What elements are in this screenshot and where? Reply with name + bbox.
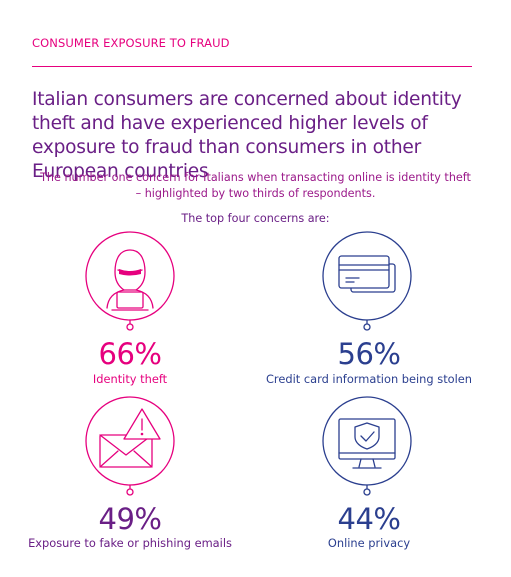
concern-label: Identity theft <box>92 372 168 386</box>
concern-percent: 56% <box>337 337 401 371</box>
intro-text: The top four concerns are: <box>181 212 330 225</box>
concern-percent: 66% <box>98 337 162 371</box>
concern-percent: 44% <box>337 502 401 536</box>
credit-card-icon <box>322 231 412 331</box>
subhead: The number one concern for Italians when… <box>40 171 471 200</box>
hacker-icon <box>85 231 175 331</box>
concern-label: Exposure to fake or phishing emails <box>28 536 232 550</box>
concern-percent: 49% <box>98 502 162 536</box>
section-label: CONSUMER EXPOSURE TO FRAUD <box>32 36 230 50</box>
warning-email-icon <box>85 396 175 496</box>
monitor-shield-icon <box>322 396 412 496</box>
concern-label: Online privacy <box>327 536 411 550</box>
divider <box>32 66 472 67</box>
headline: Italian consumers are concerned about id… <box>32 89 462 182</box>
concern-label: Credit card information being stolen <box>265 372 473 386</box>
